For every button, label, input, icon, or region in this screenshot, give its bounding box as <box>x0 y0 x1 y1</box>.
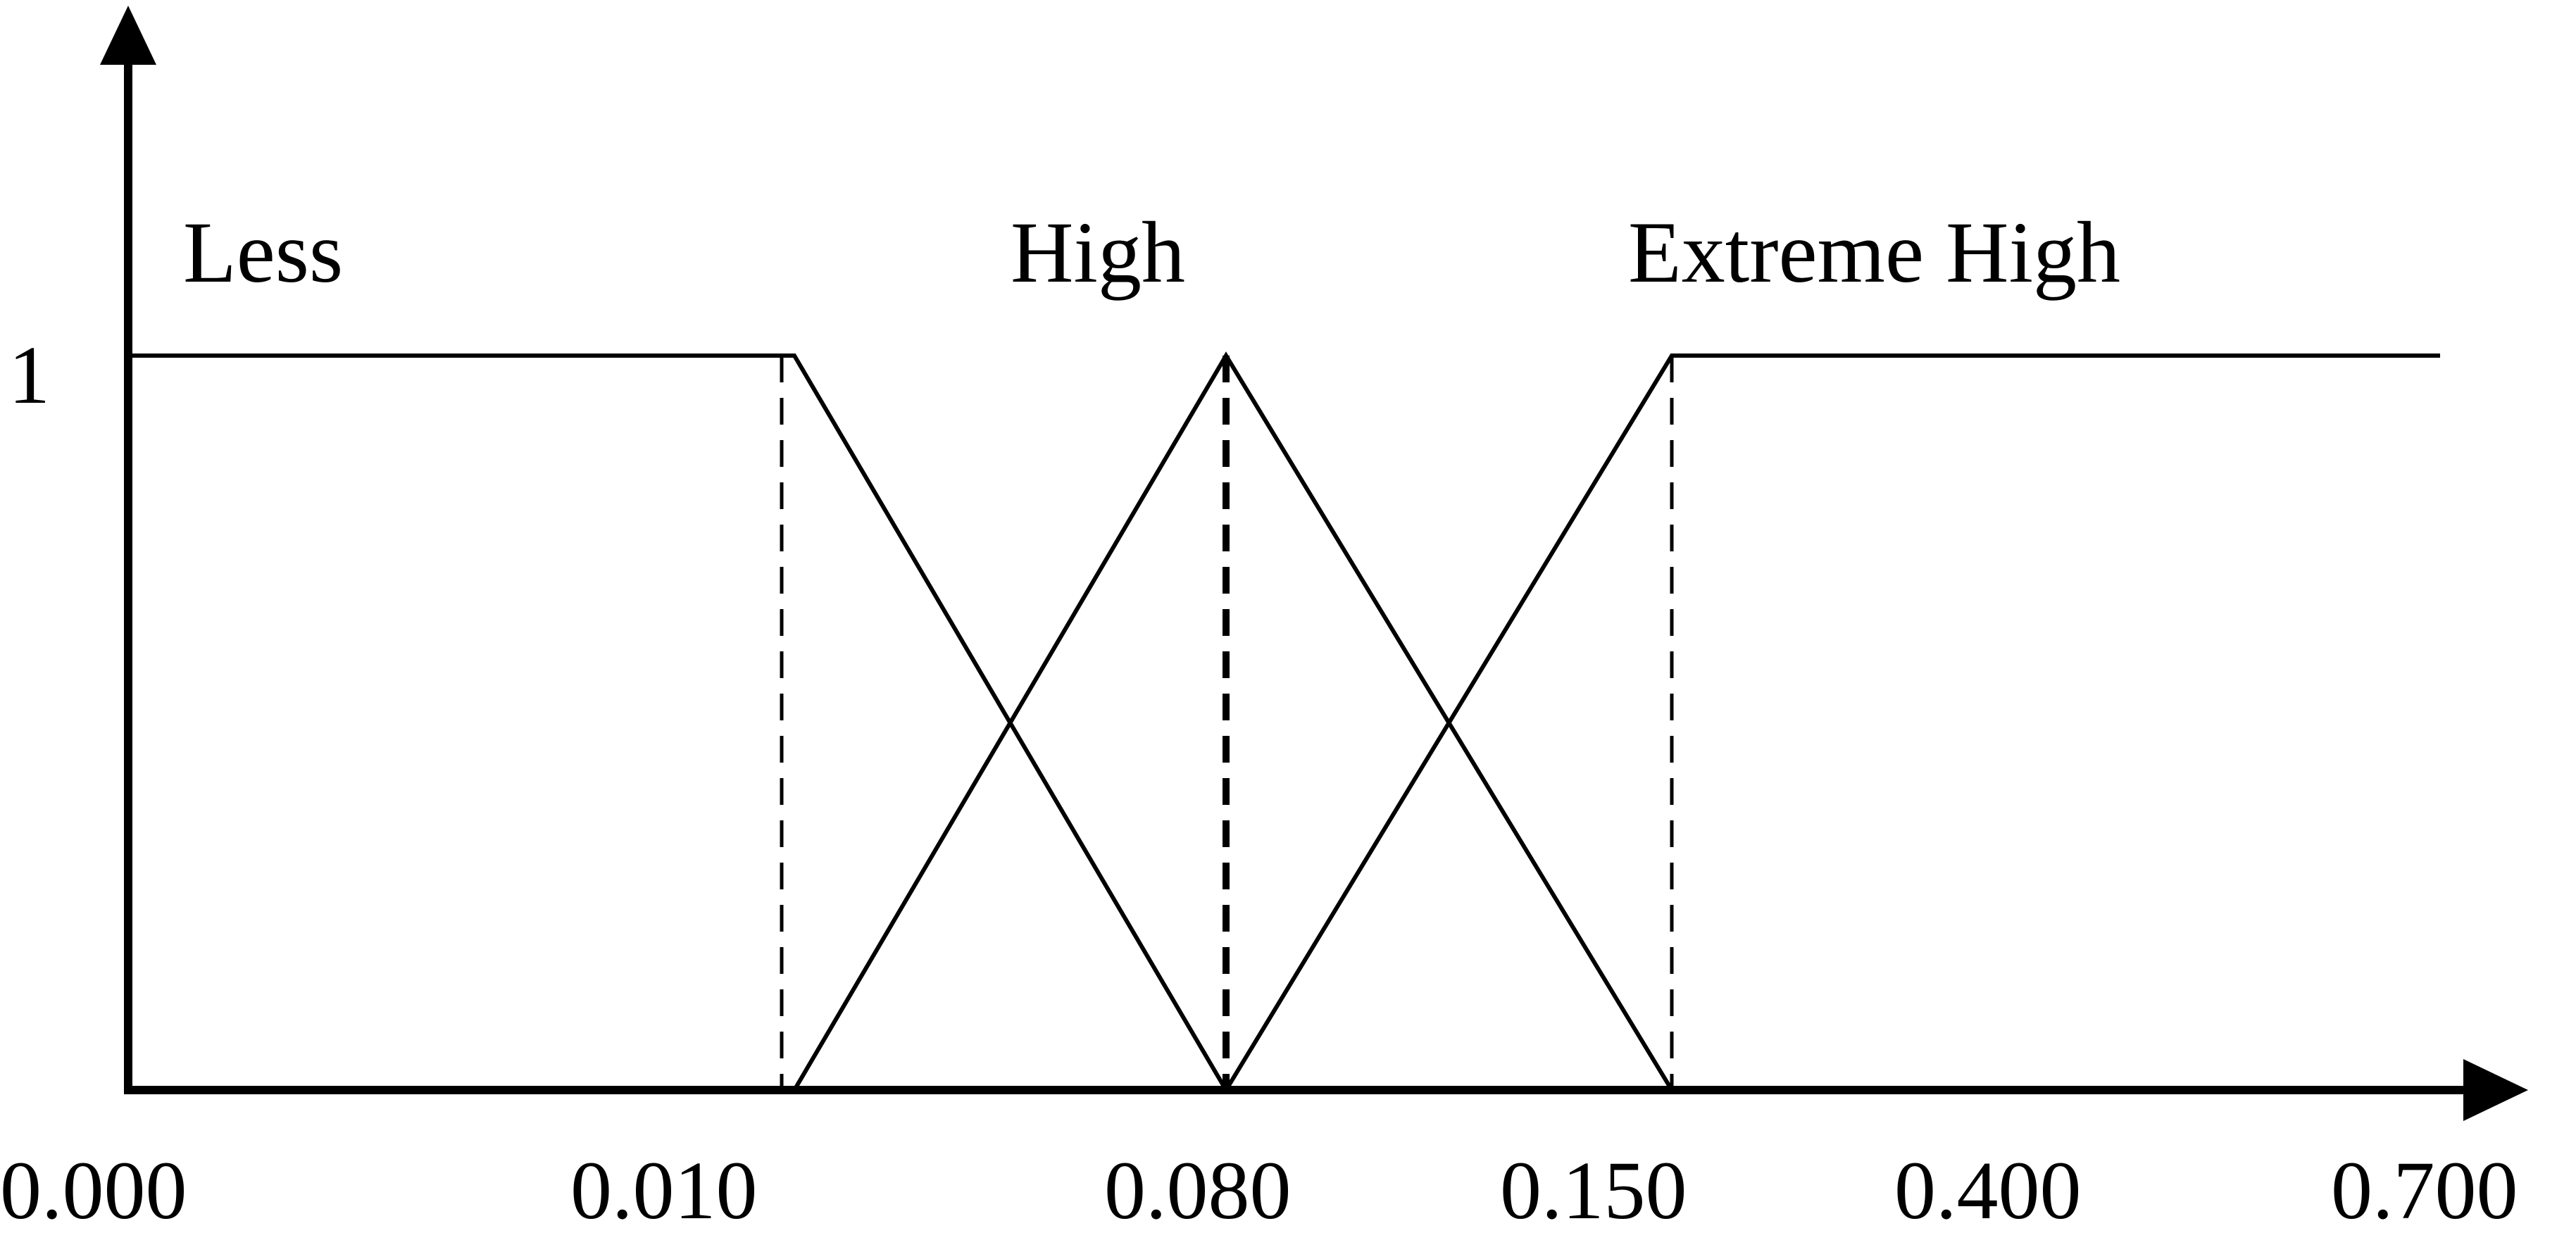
x-tick-label: 0.010 <box>570 1144 758 1233</box>
set-label-extreme-high: Extreme High <box>1628 204 2120 301</box>
mf-less <box>128 353 1228 1091</box>
x-tick-label: 0.400 <box>1894 1144 2082 1233</box>
set-label-high: High <box>1011 204 1185 301</box>
x-tick-label: 0.700 <box>2331 1144 2518 1233</box>
set-label-less: Less <box>183 204 343 301</box>
x-tick-label: 0.080 <box>1104 1144 1292 1233</box>
x-tick-label: 0.000 <box>0 1144 187 1233</box>
y-tick-label: 1 <box>8 329 50 421</box>
mf-high <box>792 351 1674 1091</box>
mf-extreme-high <box>1224 353 2440 1091</box>
y-axis-arrow <box>100 6 156 65</box>
x-tick-label: 0.150 <box>1500 1144 1687 1233</box>
x-axis-arrow <box>2463 1059 2528 1121</box>
